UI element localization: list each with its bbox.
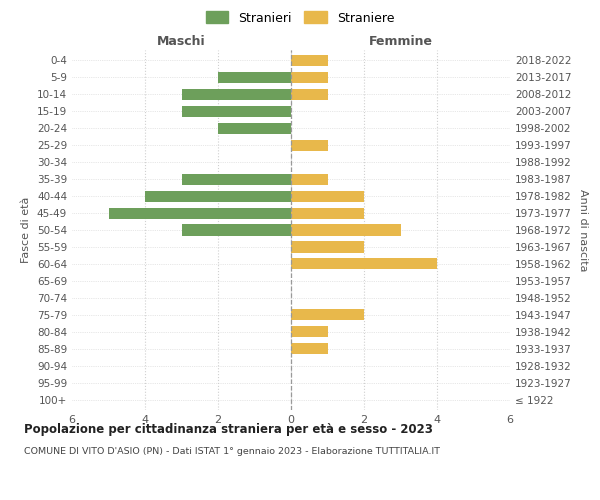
Bar xyxy=(291,242,364,252)
Bar xyxy=(291,224,401,235)
Bar xyxy=(182,88,291,100)
Bar xyxy=(291,174,328,184)
Y-axis label: Anni di nascita: Anni di nascita xyxy=(578,188,588,271)
Legend: Stranieri, Straniere: Stranieri, Straniere xyxy=(201,6,399,30)
Bar xyxy=(145,190,291,202)
Bar xyxy=(109,208,291,218)
Text: Maschi: Maschi xyxy=(157,36,206,49)
Bar xyxy=(182,174,291,184)
Bar xyxy=(291,208,364,218)
Bar xyxy=(291,258,437,270)
Bar xyxy=(182,106,291,117)
Bar xyxy=(291,190,364,202)
Y-axis label: Fasce di età: Fasce di età xyxy=(22,197,31,263)
Bar xyxy=(291,140,328,150)
Bar xyxy=(291,88,328,100)
Bar xyxy=(291,72,328,83)
Text: COMUNE DI VITO D'ASIO (PN) - Dati ISTAT 1° gennaio 2023 - Elaborazione TUTTITALI: COMUNE DI VITO D'ASIO (PN) - Dati ISTAT … xyxy=(24,448,440,456)
Bar xyxy=(291,310,364,320)
Bar xyxy=(182,224,291,235)
Text: Femmine: Femmine xyxy=(368,36,433,49)
Bar xyxy=(218,72,291,83)
Bar xyxy=(291,326,328,338)
Bar xyxy=(291,344,328,354)
Text: Popolazione per cittadinanza straniera per età e sesso - 2023: Popolazione per cittadinanza straniera p… xyxy=(24,422,433,436)
Bar xyxy=(218,122,291,134)
Bar xyxy=(291,54,328,66)
